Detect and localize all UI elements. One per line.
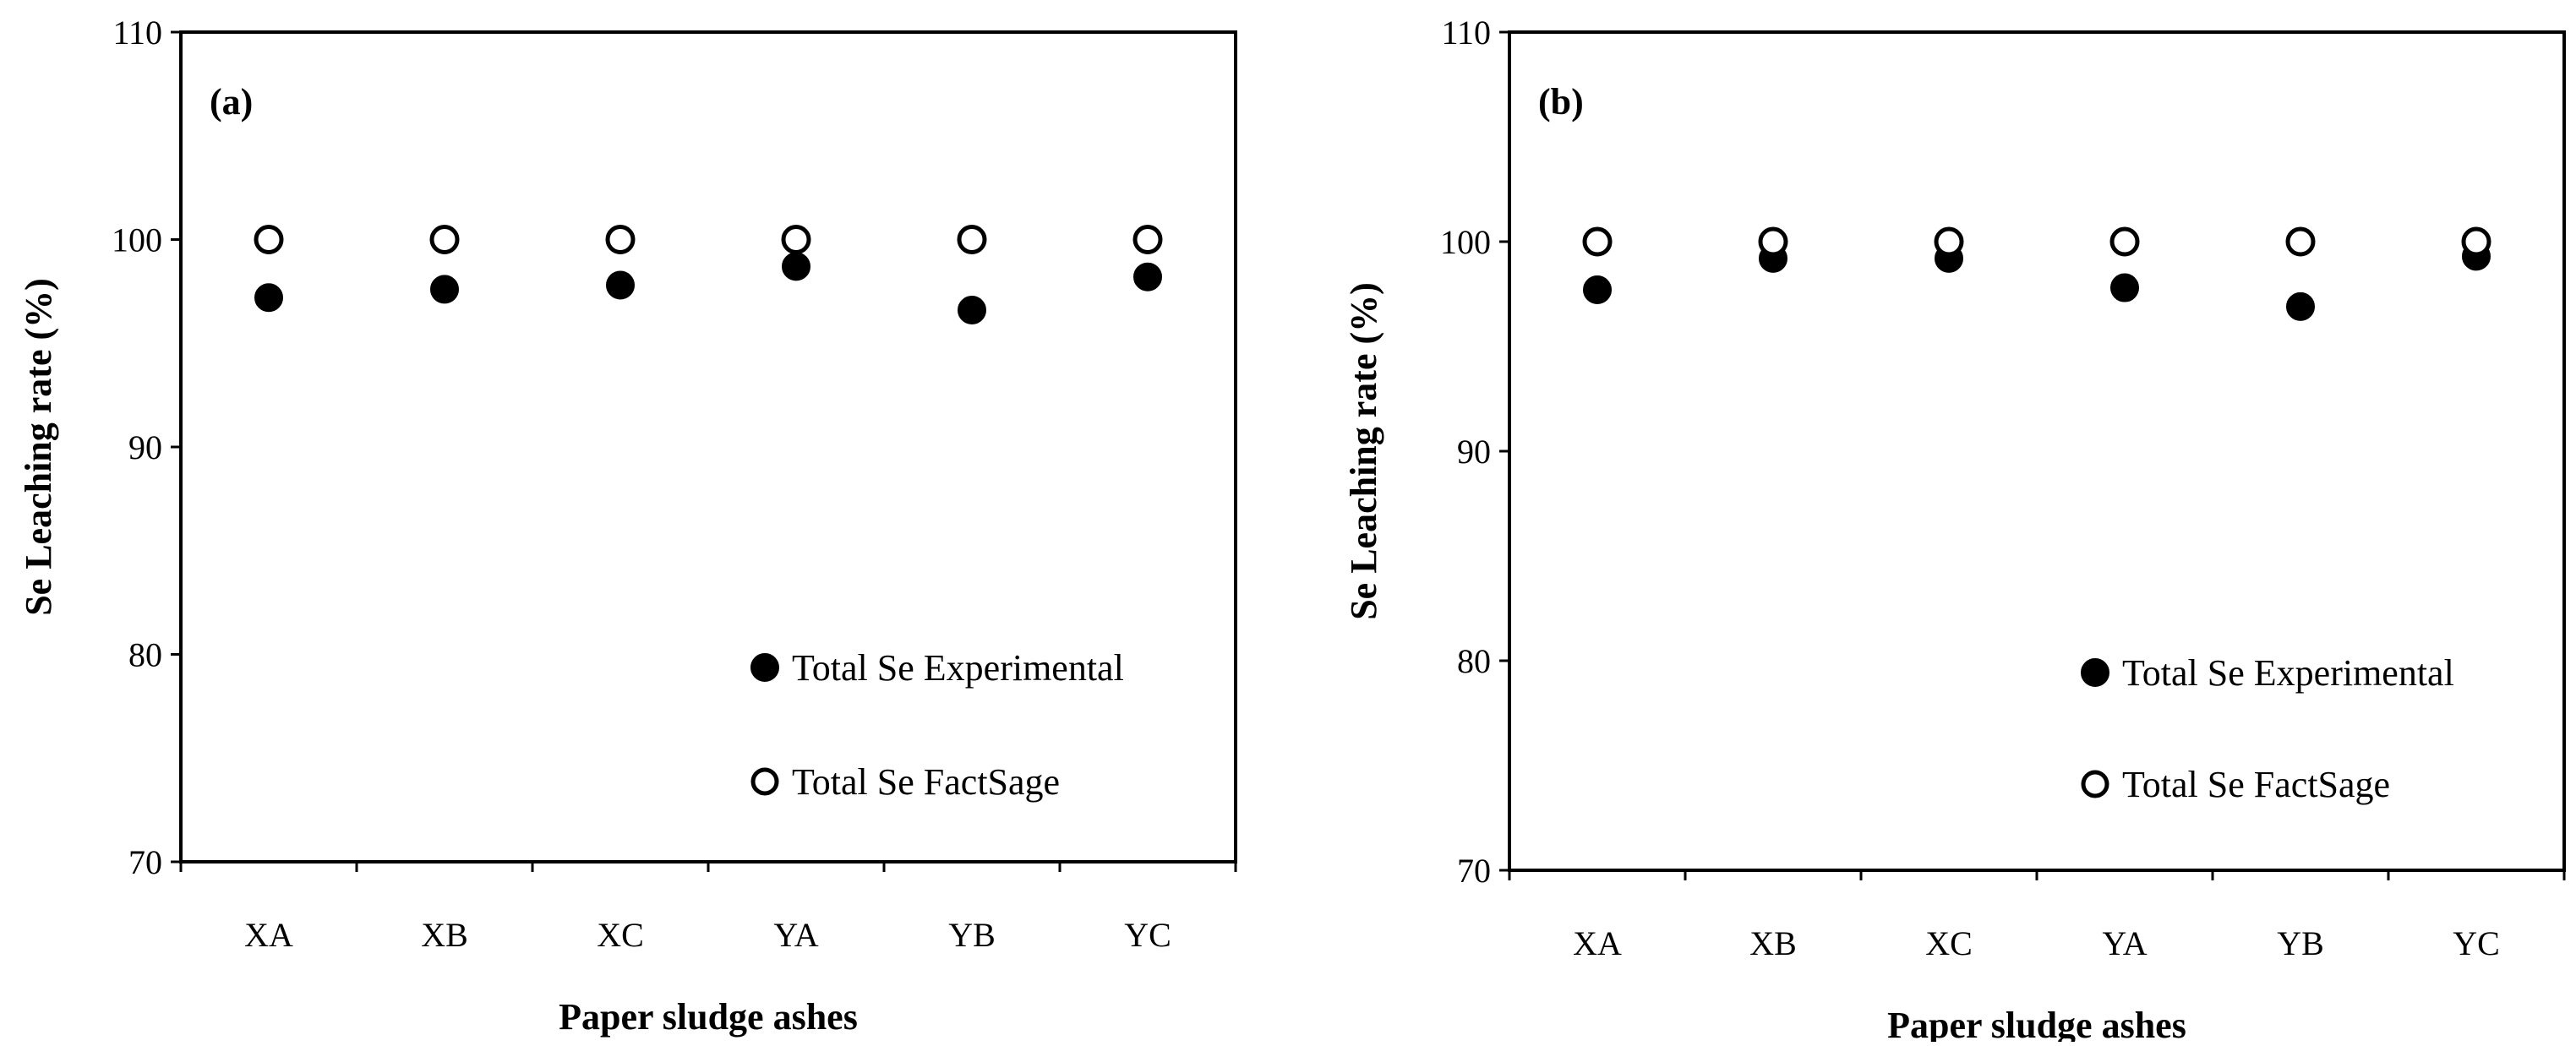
point-b-factsage-YC	[2461, 226, 2491, 257]
point-b-experimental-XA	[1583, 275, 1612, 305]
plot-frame-b	[1508, 30, 2566, 872]
chart-a-svg: 70 80 90 100 110 XA XB XC YA YB YC Paper sludge ash…	[18, 14, 1237, 1038]
legend-label-b-factsage: Total Se FactSage	[2122, 764, 2390, 805]
x-tick-label-b-YB: YB	[2277, 924, 2324, 962]
point-b-factsage-YA	[2109, 226, 2140, 257]
panel-label-b: (b)	[1538, 81, 1584, 123]
legend-label-a-experimental: Total Se Experimental	[792, 647, 1124, 689]
plot-frame-a	[179, 30, 1237, 863]
point-a-experimental-YC	[1133, 262, 1162, 291]
x-tick-label-a-YC: YC	[1124, 916, 1171, 954]
legend-marker-b-experimental	[2081, 658, 2109, 687]
y-axis-title-a: Se Leaching rate (%)	[18, 278, 59, 616]
y-tick-label-b-80: 80	[1457, 642, 1491, 680]
x-tick-label-a-YA: YA	[773, 916, 818, 954]
x-tick-label-b-XC: XC	[1925, 924, 1973, 962]
x-tick-label-b-XB: XB	[1749, 924, 1797, 962]
x-axis-title-a: Paper sludge ashes	[559, 996, 858, 1038]
point-a-factsage-XA	[254, 225, 284, 254]
x-tick-label-a-XB: XB	[421, 916, 468, 954]
point-a-factsage-XB	[429, 225, 460, 254]
y-tick-label-b-110: 110	[1441, 14, 1491, 52]
x-tick-label-b-XA: XA	[1573, 924, 1622, 962]
point-b-factsage-XC	[1934, 226, 1964, 257]
legend-marker-a-factsage	[750, 767, 779, 796]
point-a-experimental-XC	[606, 270, 635, 300]
x-tick-label-a-XC: XC	[597, 916, 644, 954]
y-tick-label-b-70: 70	[1457, 852, 1491, 890]
legend-marker-b-factsage	[2081, 770, 2109, 798]
point-b-factsage-YB	[2285, 226, 2316, 257]
point-a-factsage-YC	[1132, 225, 1163, 254]
x-tick-label-b-YA: YA	[2102, 924, 2147, 962]
point-a-factsage-YB	[957, 225, 987, 254]
x-tick-label-b-YC: YC	[2453, 924, 2500, 962]
point-a-experimental-YB	[958, 295, 986, 324]
legend-label-b-experimental: Total Se Experimental	[2122, 652, 2454, 694]
legend-label-a-factsage: Total Se FactSage	[792, 761, 1060, 803]
y-tick-label-a-90: 90	[128, 428, 162, 466]
point-a-experimental-XA	[254, 283, 283, 313]
y-axis-title-b: Se Leaching rate (%)	[1343, 282, 1384, 620]
chart-panel-b: 70 80 90 100 110 XA XB XC YA YB YC Paper sludge ash…	[1288, 0, 2576, 1046]
point-b-factsage-XB	[1758, 226, 1788, 257]
chart-panel-a: 70 80 90 100 110 XA XB XC YA YB YC Paper sludge ash…	[0, 0, 1288, 1042]
y-tick-label-a-100: 100	[112, 221, 162, 259]
point-a-experimental-YA	[782, 252, 810, 281]
x-tick-label-a-YB: YB	[948, 916, 996, 954]
point-b-experimental-YA	[2110, 273, 2139, 302]
point-b-factsage-XA	[1582, 226, 1613, 257]
y-tick-label-b-90: 90	[1457, 433, 1491, 471]
y-tick-label-a-110: 110	[112, 14, 162, 52]
point-b-experimental-YB	[2286, 291, 2315, 321]
point-a-experimental-XB	[430, 275, 459, 304]
legend-marker-a-experimental	[750, 653, 779, 682]
point-a-factsage-YA	[781, 225, 811, 254]
y-tick-label-a-80: 80	[128, 636, 162, 674]
x-tick-label-a-XA: XA	[244, 916, 293, 954]
panel-label-a: (a)	[210, 81, 253, 123]
chart-b-svg: 70 80 90 100 110 XA XB XC YA YB YC Paper sludge ash…	[1343, 14, 2566, 1046]
y-tick-label-b-100: 100	[1440, 223, 1491, 261]
point-a-factsage-XC	[605, 225, 636, 254]
x-axis-title-b: Paper sludge ashes	[1887, 1005, 2186, 1042]
y-tick-label-a-70: 70	[128, 843, 162, 881]
